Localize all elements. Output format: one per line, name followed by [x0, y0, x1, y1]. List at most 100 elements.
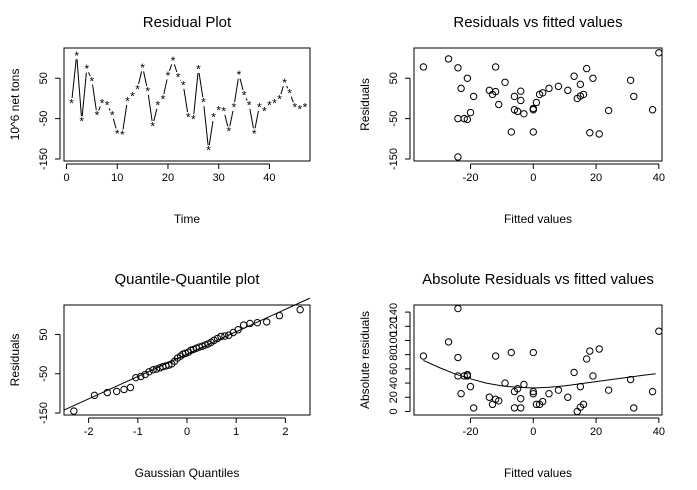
data-point: * [303, 101, 308, 115]
x-tick-label: 1 [233, 426, 239, 438]
data-point: * [176, 70, 181, 84]
data-point [655, 49, 663, 57]
data-point [507, 128, 516, 136]
data-point [501, 379, 509, 387]
data-point [491, 352, 500, 360]
x-tick-label: 20 [590, 172, 602, 184]
data-point: * [69, 96, 74, 110]
data-point: * [145, 84, 150, 98]
x-tick-label: 0 [184, 426, 190, 438]
data-point [152, 365, 161, 373]
data-point: * [120, 128, 125, 142]
data-point [579, 400, 588, 409]
data-point [532, 98, 541, 107]
data-point [589, 74, 597, 82]
y-tick-label: 40 [388, 377, 400, 389]
data-point [529, 128, 537, 136]
plot-frame [63, 304, 311, 416]
y-axis-label: Absolute residuals [358, 311, 372, 409]
series-segment [203, 106, 209, 146]
series-segment [183, 88, 189, 113]
data-point [529, 390, 537, 398]
data-point [579, 90, 588, 99]
data-point [517, 96, 525, 105]
chart-title: Residual Plot [143, 14, 232, 31]
data-point: * [242, 88, 247, 102]
data-point [517, 394, 525, 403]
data-point: * [287, 86, 292, 100]
data-point [495, 397, 503, 405]
data-point: * [181, 78, 186, 92]
data-point: * [221, 105, 226, 119]
data-point [296, 306, 304, 314]
series-segment [81, 72, 87, 117]
x-axis-label: Fitted values [504, 212, 572, 226]
data-point [463, 372, 472, 380]
data-point: * [262, 105, 267, 119]
data-point: * [196, 63, 201, 77]
y-tick-label: 50 [38, 72, 50, 84]
y-tick-label: 140 [388, 303, 400, 321]
plot-frame [413, 47, 663, 162]
y-tick-label: 120 [388, 317, 400, 335]
y-tick-label: -50 [388, 111, 400, 127]
data-point [510, 404, 519, 412]
data-point [554, 82, 563, 91]
data-point: * [298, 103, 303, 117]
panel-2: Residuals vs fitted values -20 0 20 40 Fitted… [358, 14, 665, 226]
data-point [517, 87, 525, 95]
series-segment [108, 108, 111, 111]
series-segment [76, 59, 82, 117]
series-segment [239, 78, 244, 91]
data-point: * [191, 113, 196, 127]
data-point [595, 345, 603, 353]
panel-1: Residual Plot 0 10 20 30 40 Time -150 -50 50 10^6 … [8, 14, 311, 226]
data-point: * [130, 90, 135, 104]
y-axis: -150 -50 50 [38, 328, 61, 424]
y-tick-label: -150 [38, 402, 50, 424]
data-point [626, 375, 635, 384]
data-point: * [100, 96, 105, 110]
data-point [576, 80, 585, 89]
x-axis: -20 0 20 40 [463, 417, 665, 438]
data-point [454, 304, 462, 313]
data-point: * [252, 127, 257, 141]
data-point [246, 319, 254, 328]
series-segment [168, 64, 173, 71]
data-point: * [140, 61, 145, 75]
data-point: * [216, 103, 221, 117]
data-point [70, 407, 78, 415]
y-tick-label: 50 [388, 72, 400, 84]
panel-4: Absolute Residuals vs fitted values -20 0 2… [358, 271, 665, 480]
x-tick-label: 20 [590, 426, 602, 438]
data-point: * [247, 99, 252, 113]
data-point [120, 385, 128, 394]
data-point [513, 107, 522, 116]
x-tick-label: 0 [530, 426, 536, 438]
x-tick-label: 0 [63, 172, 69, 184]
panel-3: Quantile-Quantile plot -2 -1 0 1 2 Gaussian Qu… [8, 271, 311, 480]
y-axis-label: Residuals [8, 334, 22, 387]
y-tick-label: -50 [38, 366, 50, 382]
data-point: * [171, 54, 176, 68]
data-point [586, 129, 594, 137]
data-point [239, 321, 248, 329]
x-axis-label: Gaussian Quantiles [135, 466, 240, 480]
y-tick-label: -150 [388, 148, 400, 170]
data-point: * [84, 62, 89, 76]
data-point [539, 397, 547, 406]
series-segment [290, 96, 294, 103]
data-point [545, 390, 553, 398]
plot-frame [413, 304, 663, 416]
data-point [529, 348, 537, 357]
data-point [275, 311, 284, 320]
data-point [103, 388, 111, 397]
data-point: * [166, 69, 171, 83]
data-point [485, 393, 494, 401]
y-axis-label: 10^6 net tons [8, 69, 22, 141]
series-segment [163, 79, 168, 95]
data-point: * [74, 49, 79, 63]
data-point [457, 390, 465, 398]
x-tick-label: 40 [653, 426, 665, 438]
data-point [454, 64, 462, 72]
